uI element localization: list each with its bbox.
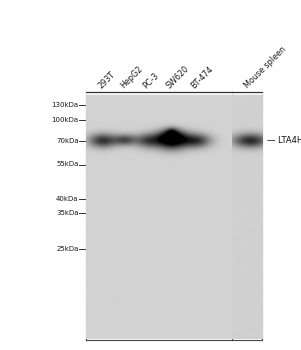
Text: Mouse spleen: Mouse spleen: [243, 45, 288, 90]
Text: PC-3: PC-3: [141, 71, 160, 90]
Text: 70kDa: 70kDa: [56, 138, 79, 144]
Text: BT-474: BT-474: [189, 64, 215, 90]
Text: 35kDa: 35kDa: [56, 210, 79, 216]
Text: 40kDa: 40kDa: [56, 196, 79, 202]
Text: 130kDa: 130kDa: [51, 102, 79, 108]
Text: 293T: 293T: [96, 69, 116, 90]
Text: SW620: SW620: [165, 64, 191, 90]
Text: 25kDa: 25kDa: [56, 246, 79, 252]
Text: HepG2: HepG2: [119, 64, 144, 90]
Text: 100kDa: 100kDa: [51, 117, 79, 123]
Text: 55kDa: 55kDa: [56, 161, 79, 168]
Text: — LTA4H: — LTA4H: [267, 136, 301, 145]
